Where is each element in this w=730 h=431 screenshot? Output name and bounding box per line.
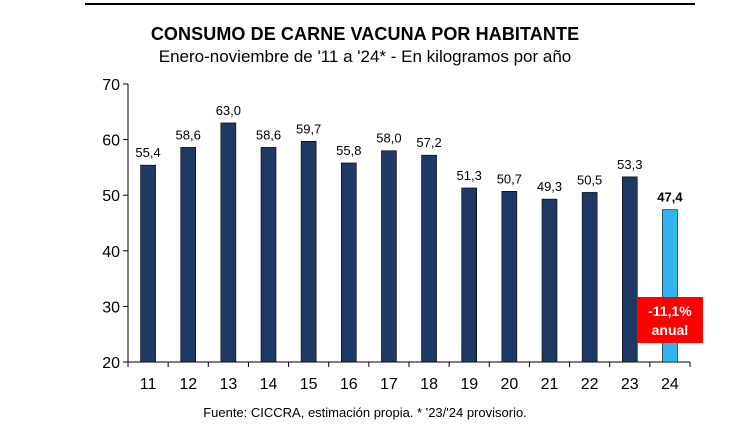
bar (501, 191, 518, 363)
source-note: Fuente: CICCRA, estimación propia. * '23… (203, 405, 527, 420)
y-tick-label: 70 (102, 77, 120, 94)
x-tick-label: 14 (260, 376, 278, 393)
bar (461, 187, 478, 363)
bar (541, 198, 558, 363)
x-tick-label: 21 (541, 376, 559, 393)
change-annotation-value: -11,1% (648, 303, 692, 319)
x-tick-label: 18 (420, 376, 438, 393)
data-label: 57,2 (416, 135, 441, 150)
y-tick-label: 20 (102, 355, 120, 372)
top-rule (85, 3, 695, 5)
x-tick-label: 11 (140, 376, 157, 393)
data-label: 58,6 (256, 127, 281, 142)
bar (381, 150, 397, 363)
y-tick-label: 60 (102, 133, 120, 150)
data-label: 63,0 (216, 103, 241, 118)
data-label: 55,4 (135, 145, 160, 160)
bar (180, 147, 197, 363)
data-label: 49,3 (537, 179, 562, 194)
bar (421, 154, 437, 363)
data-label: 58,0 (376, 131, 401, 146)
x-tick-label: 19 (460, 376, 478, 393)
data-label: 59,7 (296, 121, 321, 136)
change-annotation-box (636, 297, 703, 343)
bar (340, 162, 357, 363)
x-tick-label: 15 (300, 376, 318, 393)
change-annotation-text: anual (652, 322, 689, 338)
x-tick-label: 20 (500, 376, 518, 393)
data-label: 55,8 (336, 143, 361, 158)
bar (621, 176, 638, 363)
x-tick-label: 16 (340, 376, 358, 393)
x-tick-label: 17 (380, 376, 398, 393)
data-label: 47,4 (657, 190, 683, 205)
y-tick-label: 50 (102, 188, 120, 205)
x-tick-label: 24 (661, 376, 679, 393)
bar (581, 192, 598, 363)
chart-subtitle: Enero-noviembre de '11 a '24* - En kilog… (158, 47, 572, 66)
chart-title: CONSUMO DE CARNE VACUNA POR HABITANTE (150, 24, 580, 44)
data-label: 51,3 (457, 168, 482, 183)
bar (300, 140, 317, 363)
data-label: 50,5 (577, 172, 602, 187)
data-label: 53,3 (617, 157, 642, 172)
x-tick-label: 23 (621, 376, 639, 393)
x-tick-label: 22 (581, 376, 599, 393)
y-tick-label: 40 (102, 244, 120, 261)
data-label: 50,7 (497, 171, 522, 186)
x-tick-label: 13 (219, 376, 237, 393)
data-label: 58,6 (176, 127, 201, 142)
y-tick-label: 30 (102, 299, 120, 316)
x-tick-label: 12 (179, 376, 197, 393)
bar (260, 147, 277, 363)
bar (140, 164, 156, 363)
bar (220, 122, 237, 363)
